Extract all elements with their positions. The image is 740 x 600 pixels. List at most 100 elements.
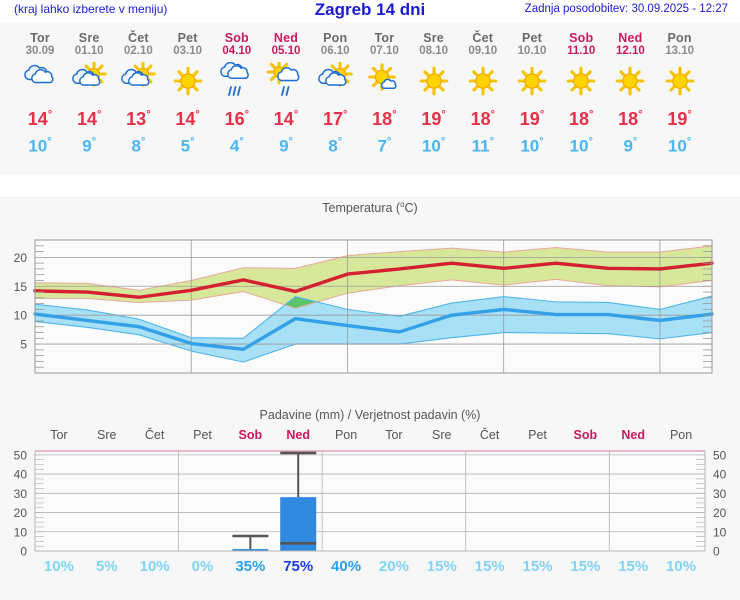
day-date: 10.10 — [517, 45, 547, 57]
partly-sunny-icon — [309, 61, 361, 101]
day-column[interactable]: Pet 03.10 14° 5° — [162, 23, 214, 175]
degree-symbol: ° — [97, 109, 102, 121]
day-column[interactable]: Sob 04.10 16° 4° — [211, 23, 263, 175]
page-title: Zagreb 14 dni — [314, 0, 426, 19]
temperature-max-value: 19 — [519, 109, 540, 129]
day-date: 12.10 — [616, 45, 645, 57]
temperature-min: 9° — [604, 131, 656, 158]
temperature-min-value: 8 — [328, 136, 338, 156]
temperature-min-value: 10 — [421, 136, 441, 156]
temperature-max-value: 18 — [568, 109, 589, 129]
temperature-max-value: 18 — [470, 109, 491, 129]
day-column[interactable]: Tor 07.10 18° 7° — [358, 23, 410, 175]
degree-symbol: ° — [440, 136, 446, 148]
precipitation-day-label: Čet — [479, 428, 500, 442]
location-hint: (kraj lahko izberete v meniju) — [14, 2, 168, 16]
temperature-min: 7° — [358, 131, 410, 158]
day-date: 03.10 — [173, 45, 202, 57]
degree-symbol: ° — [288, 136, 293, 148]
degree-symbol: ° — [686, 136, 692, 148]
temperature-min-value: 10 — [28, 136, 48, 156]
temperature-max-value: 17 — [322, 109, 343, 129]
degree-symbol: ° — [146, 109, 151, 121]
day-column[interactable]: Pon 13.10 19° 10° — [654, 23, 706, 175]
temperature-min-value: 9 — [279, 136, 289, 156]
day-column[interactable]: Čet 02.10 13° 8° — [112, 23, 164, 175]
temperature-max-value: 14 — [175, 109, 196, 129]
precipitation-day-label: Sre — [97, 428, 117, 442]
precipitation-probability: 10% — [139, 558, 170, 575]
day-name: Sob — [224, 31, 249, 45]
temperature-max: 18° — [457, 103, 509, 131]
temperature-min-value: 10 — [569, 136, 589, 156]
sunny-icon — [457, 61, 509, 101]
precipitation-bar[interactable] — [232, 549, 269, 552]
temperature-title-main: Temperatura ( — [322, 201, 401, 216]
temperature-min: 4° — [211, 131, 263, 158]
day-column[interactable]: Tor 30.09 14° 10° — [14, 23, 66, 175]
precipitation-probability: 75% — [283, 558, 314, 575]
precipitation-ytick-label-right: 50 — [713, 448, 727, 462]
day-name: Sre — [78, 31, 100, 45]
day-name: Ned — [273, 31, 299, 45]
precipitation-ytick-label-right: 0 — [713, 545, 720, 559]
temperature-max-value: 14 — [273, 109, 294, 129]
temperature-max-value: 19 — [667, 109, 688, 129]
day-column[interactable]: Sre 01.10 14° 9° — [63, 23, 115, 175]
day-name: Tor — [374, 31, 395, 45]
day-column[interactable]: Ned 12.10 18° 9° — [604, 23, 656, 175]
degree-symbol: ° — [337, 136, 343, 148]
precipitation-day-label: Pon — [334, 428, 358, 442]
rain-icon — [211, 61, 263, 101]
temperature-title-tail: C) — [404, 201, 418, 216]
day-column[interactable]: Sob 11.10 18° 10° — [555, 23, 607, 175]
cloudy-icon — [14, 61, 66, 101]
temperature-max: 14° — [260, 103, 312, 131]
degree-symbol: ° — [490, 109, 496, 121]
temperature-max: 14° — [162, 103, 214, 131]
day-date: 01.10 — [74, 45, 104, 57]
temperature-min-value: 11 — [471, 136, 490, 156]
partly-sunny-icon — [63, 61, 115, 101]
temperature-plot-frame — [34, 239, 713, 374]
sunny-icon — [555, 61, 607, 101]
temperature-chart-title: Temperatura (oC) — [0, 200, 740, 215]
temperature-min: 9° — [63, 131, 115, 158]
temperature-max: 19° — [408, 103, 460, 131]
temperature-min: 11° — [457, 131, 509, 158]
precipitation-day-label: Pet — [528, 428, 547, 442]
sun-rain-icon — [260, 61, 312, 101]
day-column[interactable]: Sre 08.10 19° 10° — [408, 23, 460, 175]
temperature-max-value: 19 — [421, 109, 442, 129]
degree-symbol: ° — [195, 109, 200, 121]
temperature-ytick-label: 5 — [20, 338, 27, 352]
precipitation-ytick-label-right: 40 — [713, 468, 727, 482]
day-column[interactable]: Ned 05.10 14° 9° — [260, 23, 312, 175]
sunny-icon — [408, 61, 460, 101]
day-name: Pet — [177, 31, 198, 45]
day-name: Tor — [30, 31, 50, 45]
day-name: Ned — [618, 31, 643, 45]
temperature-max: 13° — [112, 103, 164, 131]
precipitation-chart-panel: Padavine (mm) / Verjetnost padavin (%) T… — [0, 404, 740, 600]
day-name: Čet — [472, 31, 494, 45]
degree-symbol: ° — [244, 109, 250, 121]
degree-symbol: ° — [239, 136, 244, 148]
temperature-max: 19° — [506, 103, 558, 131]
precipitation-day-label: Sob — [573, 428, 598, 442]
temperature-min-line — [33, 307, 714, 351]
day-column[interactable]: Pon 06.10 17° 8° — [309, 23, 361, 175]
day-column[interactable]: Čet 09.10 18° 11° — [457, 23, 509, 175]
degree-symbol: ° — [589, 109, 594, 121]
day-date: 11.10 — [567, 45, 596, 57]
temperature-min-value: 7 — [377, 136, 387, 156]
precipitation-day-label: Tor — [50, 428, 68, 442]
temperature-min: 8° — [309, 131, 361, 158]
degree-symbol: ° — [190, 136, 195, 148]
degree-symbol: ° — [632, 136, 638, 148]
degree-symbol: ° — [588, 136, 593, 148]
temperature-max: 14° — [14, 103, 66, 131]
temperature-plot: 5 10 15 20 — [0, 196, 740, 404]
day-column[interactable]: Pet 10.10 19° 10° — [506, 23, 558, 175]
degree-symbol: ° — [293, 109, 299, 121]
